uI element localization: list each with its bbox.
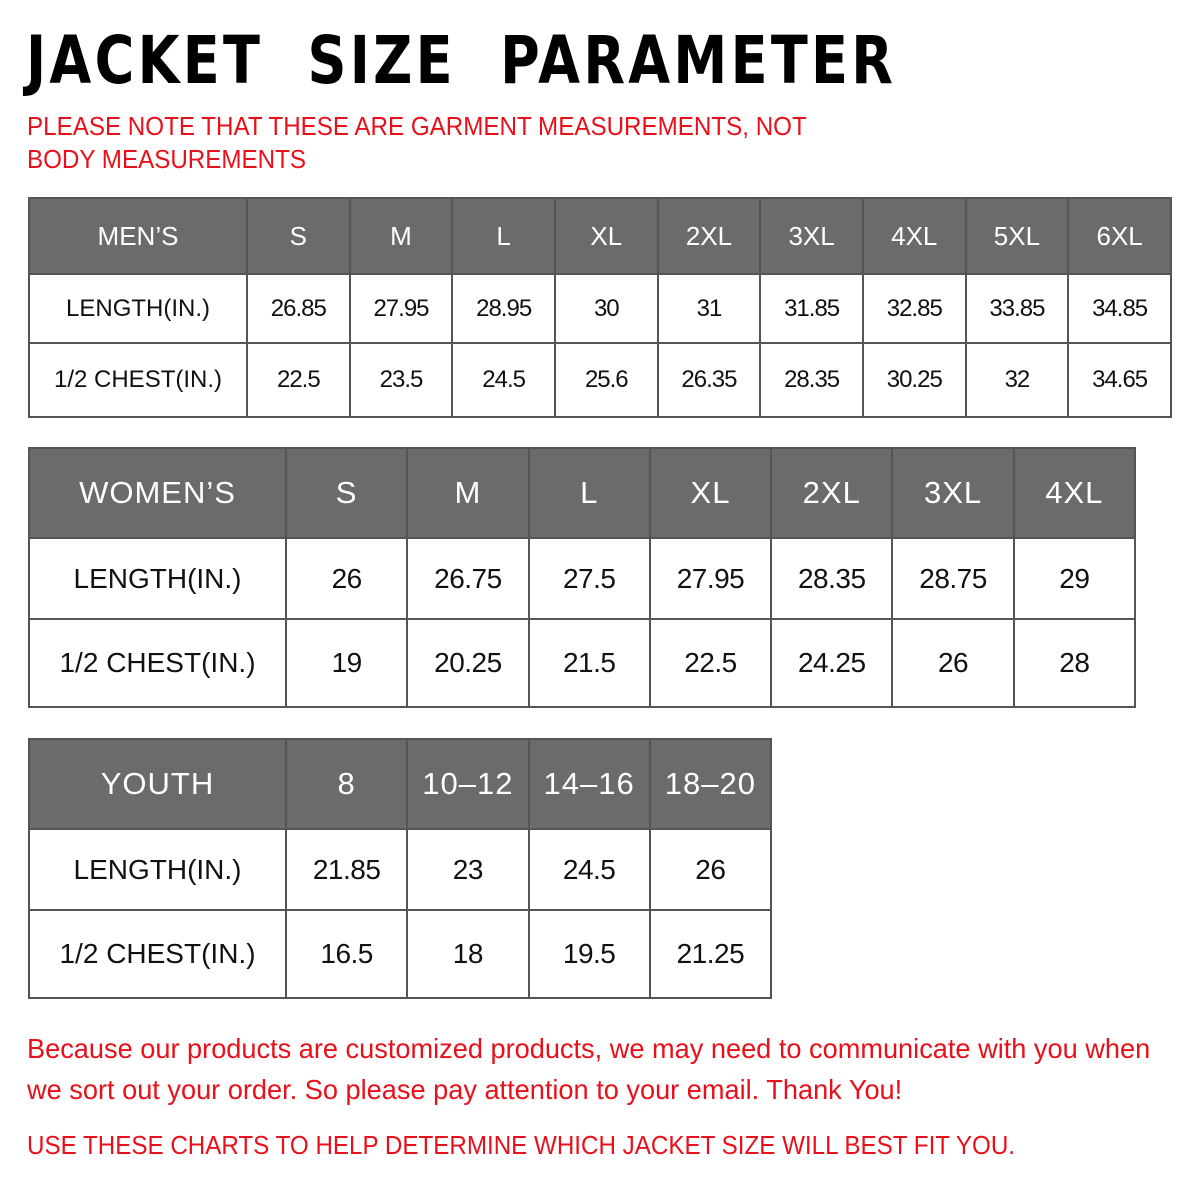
size-header: 2XL <box>656 197 762 275</box>
size-header: L <box>451 197 556 275</box>
measurement-cell: 23 <box>406 828 530 911</box>
measurement-cell: 24.5 <box>527 828 651 911</box>
measurement-cell: 32.85 <box>861 273 967 344</box>
size-header: L <box>527 447 651 539</box>
row-label: LENGTH(IN.) <box>28 537 287 620</box>
table-row: LENGTH(IN.) 26 26.75 27.5 27.95 28.35 28.75 29 <box>28 537 1137 620</box>
measurement-cell: 26 <box>648 828 773 911</box>
measurement-cell: 24.5 <box>451 342 556 418</box>
size-header: S <box>246 197 351 275</box>
table-row: 1/2 CHEST(IN.) 16.5 18 19.5 21.25 <box>28 909 773 999</box>
measurement-cell: 30.25 <box>861 342 967 418</box>
size-header: S <box>284 447 409 539</box>
measurement-cell: 31.85 <box>759 273 864 344</box>
measurement-cell: 28 <box>1012 618 1137 708</box>
size-header: 3XL <box>891 447 1015 539</box>
measurement-cell: 26 <box>284 537 409 620</box>
size-header: 3XL <box>759 197 864 275</box>
measurement-cell: 30 <box>553 273 659 344</box>
measurement-cell: 33.85 <box>964 273 1070 344</box>
header-row: MEN’S S M L XL 2XL 3XL 4XL 5XL 6XL <box>28 197 1172 275</box>
size-header: 5XL <box>964 197 1070 275</box>
category-header: MEN’S <box>28 197 248 275</box>
measurement-cell: 19 <box>284 618 409 708</box>
size-header: M <box>348 197 454 275</box>
youth-size-table: YOUTH 8 10–12 14–16 18–20 LENGTH(IN.) 21.85 23 2… <box>28 738 773 999</box>
measurement-cell: 28.75 <box>891 537 1015 620</box>
table-row: 1/2 CHEST(IN.) 22.5 23.5 24.5 25.6 26.35 28.35… <box>28 342 1172 418</box>
measurement-cell: 26 <box>891 618 1015 708</box>
measurement-cell: 21.25 <box>648 909 773 999</box>
measurement-cell: 32 <box>964 342 1070 418</box>
measurement-cell: 27.95 <box>348 273 454 344</box>
measurement-cell: 34.85 <box>1067 273 1172 344</box>
measurement-cell: 26.35 <box>656 342 762 418</box>
measurement-cell: 22.5 <box>648 618 773 708</box>
measurement-cell: 26.85 <box>246 273 351 344</box>
measurement-cell: 21.5 <box>527 618 651 708</box>
measurement-cell: 29 <box>1012 537 1137 620</box>
row-label: 1/2 CHEST(IN.) <box>28 618 287 708</box>
row-label: 1/2 CHEST(IN.) <box>28 909 287 999</box>
measurement-cell: 26.75 <box>406 537 530 620</box>
measurement-cell: 16.5 <box>284 909 409 999</box>
size-header: 8 <box>284 738 409 830</box>
size-header: M <box>406 447 530 539</box>
header-row: WOMEN’S S M L XL 2XL 3XL 4XL <box>28 447 1137 539</box>
womens-size-table: WOMEN’S S M L XL 2XL 3XL 4XL LENGTH(IN.) 26 26.75 2… <box>28 447 1137 708</box>
measurement-cell: 25.6 <box>553 342 659 418</box>
size-header: 2XL <box>770 447 894 539</box>
row-label: 1/2 CHEST(IN.) <box>28 342 248 418</box>
measurement-cell: 28.95 <box>451 273 556 344</box>
customization-message: Because our products are customized prod… <box>27 1033 1151 1105</box>
measurement-cell: 18 <box>406 909 530 999</box>
category-header: WOMEN’S <box>28 447 287 539</box>
mens-size-table: MEN’S S M L XL 2XL 3XL 4XL 5XL 6XL LENGTH(IN.) 26.8… <box>28 197 1172 418</box>
measurement-cell: 22.5 <box>246 342 351 418</box>
measurement-cell: 23.5 <box>348 342 454 418</box>
measurement-note: PLEASE NOTE THAT THESE ARE GARMENT MEASU… <box>27 111 807 174</box>
size-header: XL <box>648 447 773 539</box>
category-header: YOUTH <box>28 738 287 830</box>
measurement-cell: 20.25 <box>406 618 530 708</box>
size-header: 4XL <box>1012 447 1137 539</box>
size-header: 14–16 <box>527 738 651 830</box>
measurement-cell: 19.5 <box>527 909 651 999</box>
measurement-cell: 24.25 <box>770 618 894 708</box>
size-header: XL <box>553 197 659 275</box>
row-label: LENGTH(IN.) <box>28 273 248 344</box>
measurement-cell: 27.5 <box>527 537 651 620</box>
size-header: 10–12 <box>406 738 530 830</box>
table-row: LENGTH(IN.) 21.85 23 24.5 26 <box>28 828 773 911</box>
size-instruction: USE THESE CHARTS TO HELP DETERMINE WHICH… <box>27 1130 1016 1160</box>
measurement-cell: 28.35 <box>759 342 864 418</box>
size-header: 18–20 <box>648 738 773 830</box>
measurement-cell: 21.85 <box>284 828 409 911</box>
size-header: 4XL <box>861 197 967 275</box>
table-row: 1/2 CHEST(IN.) 19 20.25 21.5 22.5 24.25 26 28 <box>28 618 1137 708</box>
header-row: YOUTH 8 10–12 14–16 18–20 <box>28 738 773 830</box>
size-header: 6XL <box>1067 197 1172 275</box>
measurement-cell: 34.65 <box>1067 342 1172 418</box>
measurement-cell: 28.35 <box>770 537 894 620</box>
row-label: LENGTH(IN.) <box>28 828 287 911</box>
measurement-cell: 31 <box>656 273 762 344</box>
measurement-cell: 27.95 <box>648 537 773 620</box>
table-row: LENGTH(IN.) 26.85 27.95 28.95 30 31 31.85 32.85… <box>28 273 1172 344</box>
page-title: JACKET SIZE PARAMETER <box>26 22 897 99</box>
